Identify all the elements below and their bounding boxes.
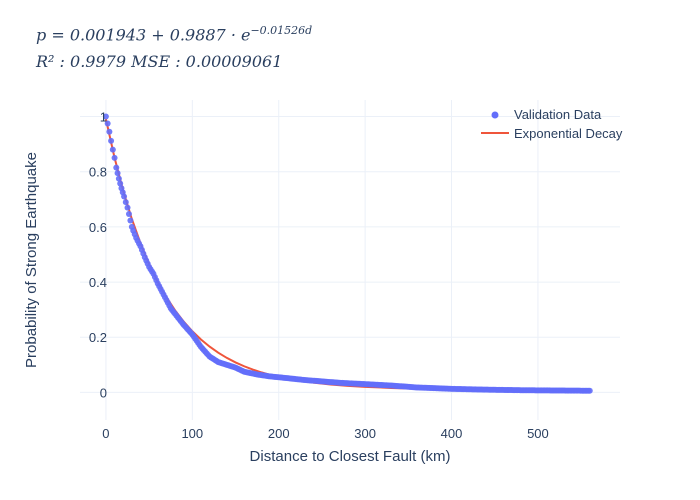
legend-label-fit: Exponential Decay [514,126,623,141]
equation-main: p = 0.001943 + 0.9887 · e [36,25,251,45]
y-tick-label: 0.6 [89,220,107,235]
x-axis-title: Distance to Closest Fault (km) [250,448,451,465]
y-tick-label: 0.8 [89,165,107,180]
y-tick-label: 0.4 [89,275,107,290]
data-point [127,217,134,224]
data-point [106,128,113,135]
data-point [104,120,111,127]
data-point [108,137,115,144]
equation-line-1: p = 0.001943 + 0.9887 · e−0.01526d [36,24,312,44]
y-tick-label: 0.2 [89,330,107,345]
equation-line-2: R² : 0.9979 MSE : 0.00009061 [36,52,283,71]
data-point [113,164,120,171]
legend-item-validation[interactable]: Validation Data [491,107,602,122]
data-point [115,175,122,182]
data-point [125,211,132,218]
y-axis-title: Probability of Strong Earthquake [23,152,40,368]
equation-exponent: −0.01526d [250,24,313,37]
data-point [109,146,116,153]
x-tick-label: 300 [354,426,376,441]
x-tick-label: 500 [527,426,549,441]
data-point [121,193,128,200]
grid [80,100,620,420]
data-point [124,204,131,211]
data-point [111,154,118,161]
legend[interactable]: Validation Data Exponential Decay [481,107,623,141]
fit-line [104,118,590,392]
x-tick-label: 400 [441,426,463,441]
legend-item-fit[interactable]: Exponential Decay [481,126,623,141]
fit-line-layer [104,118,590,392]
data-points-layer [102,113,593,394]
legend-marker-validation [491,111,499,119]
data-point [122,199,129,206]
legend-label-validation: Validation Data [514,107,602,122]
y-tick-label: 0 [100,385,107,400]
x-tick-label: 0 [102,426,109,441]
x-tick-label: 200 [268,426,290,441]
data-point [102,113,109,120]
data-point [114,170,121,177]
y-tick-label: 1 [100,110,107,125]
tick-labels: 0 100 200 300 400 500 0 0.2 0.4 0.6 0.8 1 [89,110,549,441]
data-point [117,180,124,187]
data-point [586,387,593,394]
x-tick-label: 100 [181,426,203,441]
